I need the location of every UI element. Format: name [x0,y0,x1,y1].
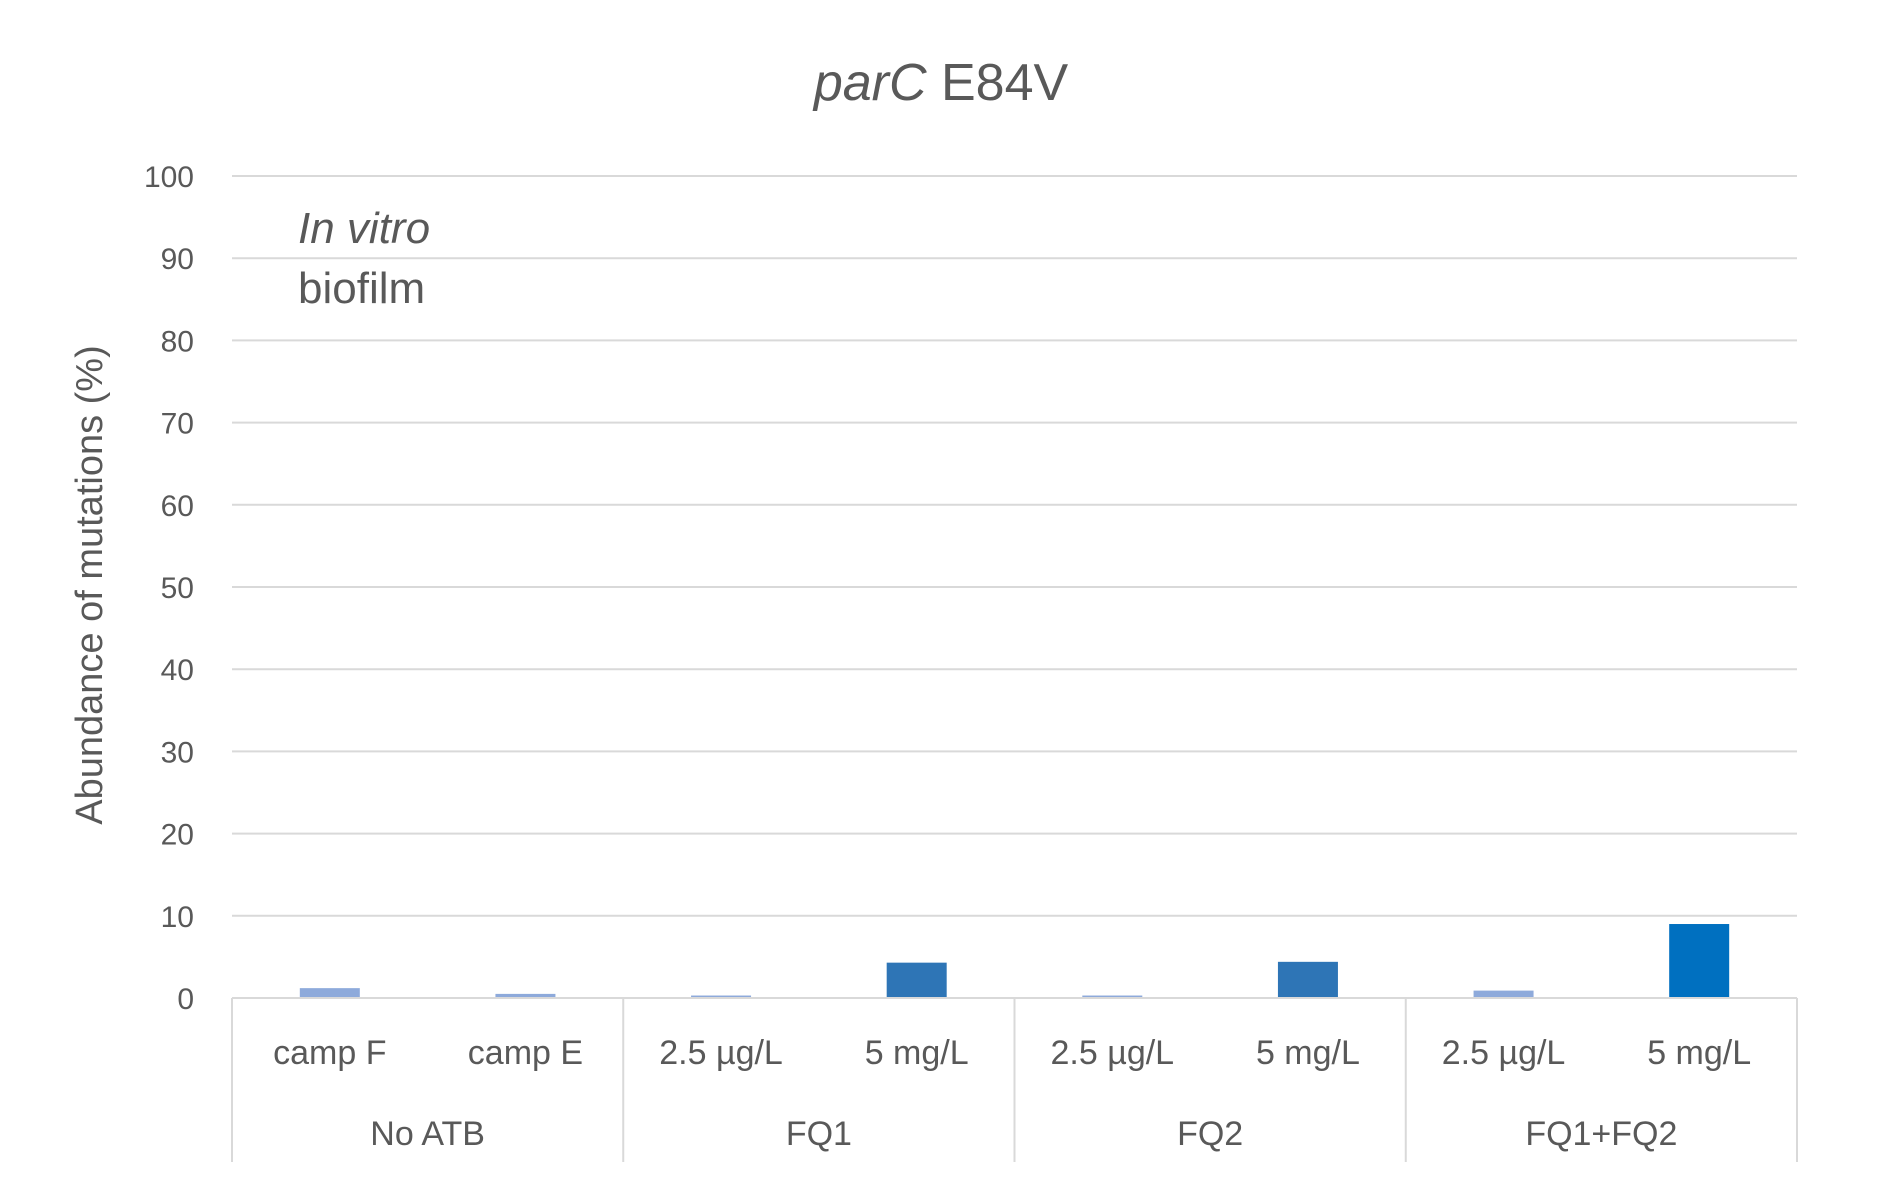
x-category-label: 2.5 µg/L [1442,1034,1566,1072]
x-group-label: FQ1 [786,1115,852,1153]
chart-title-rest: E84V [927,54,1069,112]
x-category-label: 5 mg/L [865,1034,969,1072]
x-axis: camp F camp E 2.5 µg/L 5 mg/L 2.5 µg/L 5 mg/L… [231,997,1798,1162]
x-category-label: 2.5 µg/L [659,1034,783,1072]
x-group-label: FQ2 [1177,1115,1243,1153]
bar [1473,990,1534,998]
x-category-label: 5 mg/L [1256,1034,1360,1072]
x-category-label: 2.5 µg/L [1051,1034,1175,1072]
y-tick-label: 20 [161,819,194,852]
bar [1082,995,1143,998]
y-tick-label: 80 [161,325,194,358]
y-tick-label: 60 [161,490,194,523]
x-category-label: camp F [273,1034,386,1072]
y-tick-label: 40 [161,654,194,687]
annotation-in-vitro: In vitro [298,204,430,253]
y-tick-label: 70 [161,408,194,441]
y-tick-label: 100 [144,161,194,194]
y-tick-labels: 0 10 20 30 40 50 60 70 80 90 100 [144,161,194,1016]
gridlines [232,175,1797,917]
x-group-label: No ATB [370,1115,485,1153]
bar [886,962,947,998]
y-tick-label: 30 [161,736,194,769]
bar [299,988,360,998]
y-tick-label: 0 [177,983,194,1016]
chart-title-italic: parC [812,54,927,112]
bar [1277,961,1338,998]
chart-title: parC E84V [812,54,1069,112]
y-tick-label: 10 [161,901,194,934]
x-group-label: FQ1+FQ2 [1525,1115,1677,1153]
annotation-biofilm: biofilm [298,264,425,313]
bars [299,924,1730,998]
y-tick-label: 50 [161,572,194,605]
y-axis-title: Abundance of mutations (%) [69,345,111,825]
y-tick-label: 90 [161,243,194,276]
x-category-label: camp E [468,1034,583,1072]
bar [1669,924,1730,998]
x-category-label: 5 mg/L [1647,1034,1751,1072]
bar [691,995,752,998]
bar [495,993,556,998]
